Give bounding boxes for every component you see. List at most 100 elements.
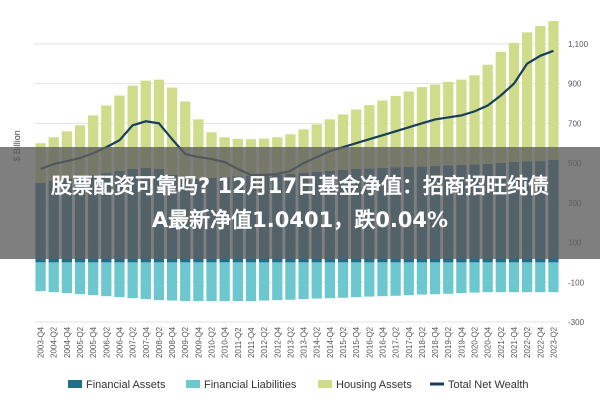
financial-liabilities-bar (180, 262, 191, 302)
housing-assets-bar (416, 87, 428, 167)
financial-liabilities-bar (285, 262, 296, 300)
x-tick-label: 2016-Q4 (378, 326, 387, 358)
housing-assets-bar (324, 119, 336, 172)
financial-liabilities-bar (298, 262, 309, 300)
x-tick-label: 2022-Q2 (523, 326, 532, 358)
financial-liabilities-bar (245, 262, 257, 302)
x-tick-label: 2019-Q4 (457, 326, 466, 358)
x-tick-label: 2005-Q4 (89, 326, 98, 358)
x-tick-label: 2014-Q4 (326, 326, 335, 358)
x-tick-label: 2015-Q2 (339, 326, 348, 358)
financial-liabilities-bar (390, 262, 401, 296)
financial-liabilities-bar (324, 262, 336, 299)
x-tick-label: 2018-Q4 (431, 326, 440, 358)
legend-label: Housing Assets (336, 379, 412, 391)
x-tick-label: 2013-Q4 (300, 326, 309, 358)
x-tick-label: 2011-Q2 (234, 327, 243, 358)
housing-assets-bar (364, 105, 375, 169)
financial-liabilities-bar (166, 262, 178, 301)
x-tick-label: 2017-Q4 (405, 326, 414, 358)
financial-liabilities-bar (443, 262, 454, 294)
y-tick-label: -100 (568, 278, 585, 287)
financial-liabilities-bar (74, 262, 86, 295)
x-tick-label: 2011-Q4 (247, 327, 256, 358)
financial-liabilities-bars (35, 262, 559, 302)
housing-assets-bar (140, 80, 151, 169)
financial-liabilities-bar (88, 262, 99, 296)
financial-liabilities-bar (232, 262, 243, 302)
housing-assets-bar (495, 51, 506, 164)
x-tick-label: 2004-Q2 (50, 326, 59, 358)
legend-swatch (318, 380, 332, 388)
x-tick-label: 2015-Q4 (352, 326, 361, 358)
x-tick-label: 2016-Q2 (365, 326, 374, 358)
financial-liabilities-bar (140, 262, 151, 300)
financial-liabilities-bar (351, 262, 362, 298)
financial-liabilities-bar (508, 262, 520, 293)
x-tick-label: 2020-Q2 (471, 326, 480, 358)
legend: Financial Assets Financial Liabilities Hou… (68, 379, 529, 391)
legend-swatch (68, 380, 82, 388)
housing-assets-bar (429, 84, 441, 167)
housing-assets-bar (337, 114, 349, 171)
housing-assets-bar (508, 42, 520, 163)
x-tick-label: 2021-Q4 (510, 326, 519, 358)
financial-liabilities-bar (456, 262, 467, 294)
x-tick-label: 2006-Q2 (102, 326, 111, 358)
legend-swatch (186, 380, 200, 388)
x-tick-label: 2019-Q2 (444, 326, 453, 358)
financial-liabilities-bar (219, 262, 230, 302)
financial-liabilities-bar (193, 262, 204, 302)
x-tick-label: 2018-Q2 (418, 326, 427, 358)
financial-liabilities-bar (153, 262, 165, 301)
x-tick-label: 2017-Q2 (392, 326, 401, 358)
financial-liabilities-bar (482, 262, 493, 293)
legend-label: Financial Assets (86, 379, 166, 391)
financial-liabilities-bar (416, 262, 428, 295)
x-tick-labels: 2003-Q4 2004-Q2 2004-Q4 2005-Q2 2005-Q4 2006-… (37, 326, 559, 358)
housing-assets-bar (535, 25, 546, 162)
housing-assets-bar (521, 32, 533, 162)
financial-liabilities-bar (48, 262, 59, 293)
financial-liabilities-bar (35, 262, 46, 292)
housing-assets-bar (180, 101, 191, 179)
x-tick-label: 2014-Q2 (313, 326, 322, 358)
x-tick-label: 2004-Q4 (63, 326, 72, 358)
x-tick-label: 2012-Q4 (273, 326, 282, 358)
x-tick-label: 2013-Q2 (286, 326, 295, 358)
financial-liabilities-bar (469, 262, 480, 293)
housing-assets-bar (469, 75, 480, 165)
x-tick-label: 2009-Q4 (194, 326, 203, 358)
x-tick-label: 2005-Q2 (76, 326, 85, 358)
financial-liabilities-bar (535, 262, 546, 293)
y-tick-label: -300 (568, 318, 585, 327)
housing-assets-bar (482, 64, 493, 165)
x-tick-label: 2012-Q2 (260, 326, 269, 358)
financial-liabilities-bar (364, 262, 375, 297)
headline-line-1: 股票配资可靠吗? 12月17日基金净值：招商招旺纯债 (51, 174, 549, 198)
x-tick-label: 2008-Q2 (155, 326, 164, 358)
housing-assets-bar (548, 21, 559, 161)
financial-liabilities-bar (101, 262, 112, 297)
x-tick-label: 2010-Q4 (221, 326, 230, 358)
financial-liabilities-bar (548, 262, 559, 293)
x-tick-label: 2022-Q4 (536, 326, 545, 358)
housing-assets-bar (403, 91, 414, 168)
x-tick-label: 2023-Q2 (549, 326, 558, 358)
x-tick-label: 2010-Q2 (208, 326, 217, 358)
housing-assets-bar (101, 105, 112, 173)
x-tick-label: 2007-Q4 (142, 326, 151, 358)
financial-liabilities-bar (61, 262, 73, 294)
financial-liabilities-bar (127, 262, 138, 299)
housing-assets-bar (443, 82, 454, 166)
financial-liabilities-bar (521, 262, 533, 293)
x-tick-label: 2020-Q4 (484, 326, 493, 358)
y-tick-label: 1,100 (568, 40, 589, 49)
x-tick-label: 2003-Q4 (37, 326, 46, 358)
x-tick-label: 2021-Q2 (497, 326, 506, 358)
headline-banner: 股票配资可靠吗? 12月17日基金净值：招商招旺纯债 A最新净值1.0401，跌… (0, 147, 600, 259)
legend-label: Financial Liabilities (204, 379, 297, 391)
housing-assets-bar (351, 109, 362, 170)
financial-liabilities-bar (272, 262, 283, 301)
legend-label: Total Net Wealth (448, 379, 529, 391)
